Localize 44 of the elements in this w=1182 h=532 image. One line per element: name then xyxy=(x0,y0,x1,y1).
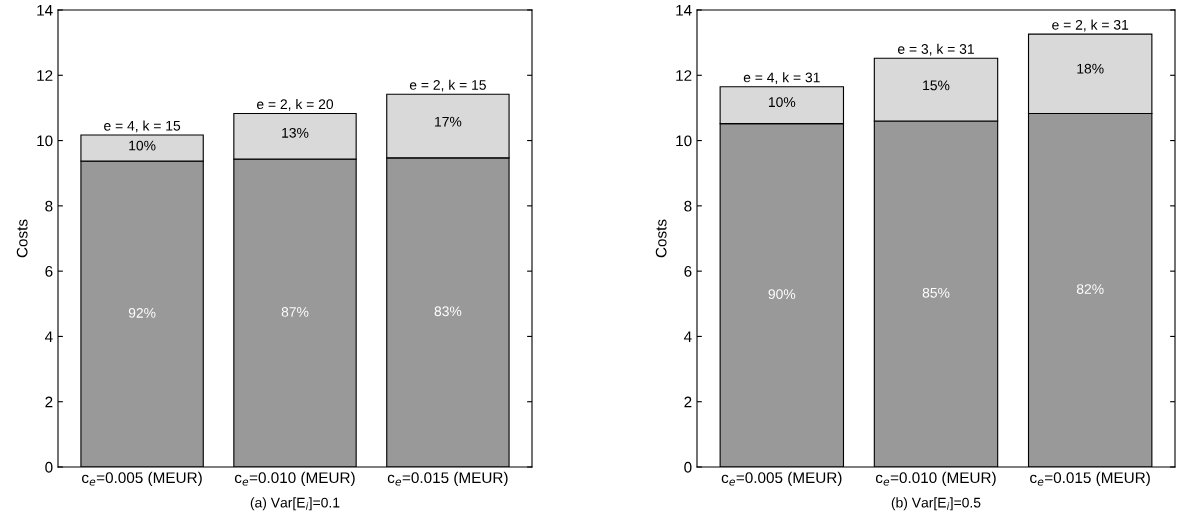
y-tick-label: 6 xyxy=(45,266,53,277)
x-axis-title: (a) Var[E$_{i}$]=0.1 xyxy=(250,497,340,511)
annotation: 82% xyxy=(1076,284,1104,294)
y-tick-label: 0 xyxy=(45,461,53,473)
annotation: 15% xyxy=(923,80,950,91)
y-tick-label: 2 xyxy=(45,396,53,408)
y-tick-label: 8 xyxy=(684,200,692,212)
annotation: 10% xyxy=(768,97,796,108)
annotation: 18% xyxy=(1077,63,1104,74)
y-axis-title: Costs xyxy=(655,219,667,258)
annotation: 83% xyxy=(434,306,462,317)
total-label: e = 2, k = 15 xyxy=(409,79,486,92)
x-tick-label: c$_{e}$=0.005 (MEUR) xyxy=(721,471,842,487)
x-tick-label: c$_{e}$=0.010 (MEUR) xyxy=(234,471,355,487)
total-label: e = 2, k = 20 xyxy=(256,98,334,111)
total-label: e = 4, k = 15 xyxy=(104,120,181,133)
y-axis-title: Costs xyxy=(16,219,28,258)
annotation: 90% xyxy=(768,289,796,300)
y-tick-label: 14 xyxy=(676,5,692,16)
annotation: 13% xyxy=(282,127,309,138)
y-tick-label: 4 xyxy=(44,331,53,342)
annotation: 87% xyxy=(281,306,309,317)
y-tick-label: 10 xyxy=(676,135,692,147)
x-tick-label: c$_{e}$=0.010 (MEUR) xyxy=(875,471,996,487)
y-tick-label: 0 xyxy=(684,461,692,473)
y-tick-label: 4 xyxy=(683,331,692,342)
y-tick-label: 2 xyxy=(684,396,692,408)
x-tick-label: c$_{e}$=0.015 (MEUR) xyxy=(387,471,508,487)
x-tick-label: c$_{e}$=0.005 (MEUR) xyxy=(82,471,202,487)
annotation: 10% xyxy=(129,140,156,151)
y-tick-label: 12 xyxy=(37,70,53,81)
annotation: 85% xyxy=(922,287,950,298)
annotation: 17% xyxy=(435,116,462,127)
total-label: e = 4, k = 31 xyxy=(743,72,820,84)
y-tick-label: 10 xyxy=(37,135,53,147)
annotation: 92% xyxy=(128,307,156,318)
x-tick-label: c$_{e}$=0.015 (MEUR) xyxy=(1030,471,1150,487)
y-tick-label: 12 xyxy=(676,70,692,81)
y-tick-label: 6 xyxy=(684,266,692,277)
total-label: e = 2, k = 31 xyxy=(1052,19,1129,32)
y-tick-label: 8 xyxy=(45,200,53,212)
total-label: e = 3, k = 31 xyxy=(897,43,974,56)
y-tick-label: 14 xyxy=(37,5,53,16)
x-axis-title: (b) Var[E$_{i}$]=0.5 xyxy=(891,497,981,511)
